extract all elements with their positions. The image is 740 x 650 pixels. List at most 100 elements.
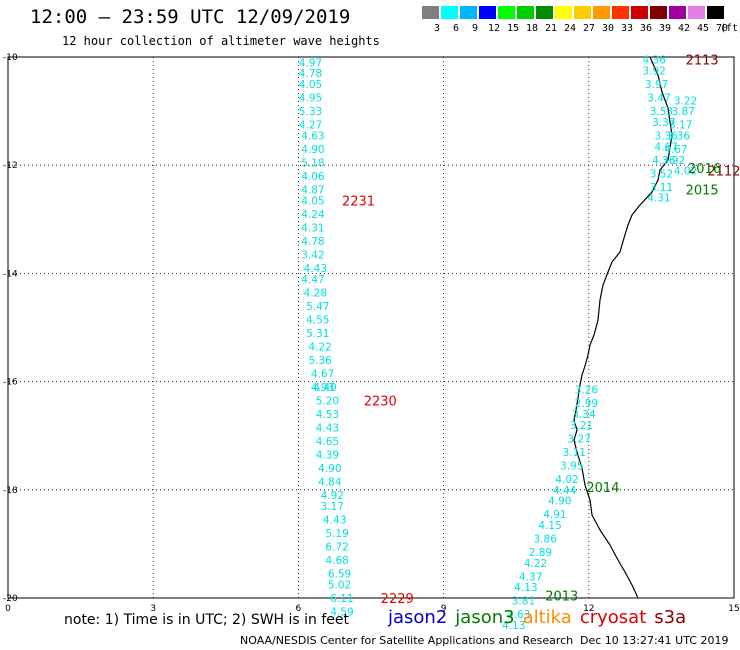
wave-height-value: 3.36 — [655, 130, 679, 142]
wave-height-value: 3.63 — [507, 609, 530, 621]
wave-height-value: 4.90 — [548, 496, 571, 508]
wave-height-value: 2.89 — [529, 547, 552, 559]
wave-height-value: 4.84 — [318, 477, 342, 489]
wave-height-value: 6.59 — [328, 569, 351, 581]
mission-jason2: jason2 — [388, 607, 448, 628]
wave-height-value: 4.67 — [311, 368, 334, 380]
colorbar-swatch — [631, 6, 648, 19]
track-time-label: 2112 — [707, 165, 740, 180]
coastline — [573, 56, 673, 599]
track-time-label: 2016 — [688, 162, 721, 177]
colorbar-swatch — [479, 6, 496, 19]
wave-height-value: 6.72 — [325, 542, 348, 554]
track-time-label: 2014 — [586, 481, 619, 496]
footer-note: note: 1) Time is in UTC; 2) SWH is in fe… — [64, 612, 350, 628]
wave-height-value: 6.11 — [330, 593, 353, 605]
wave-height-value: 4.91 — [543, 509, 566, 521]
wave-height-value: 4.22 — [308, 341, 331, 353]
wave-height-value: 3.87 — [671, 106, 694, 118]
generated-timestamp: Dec 10 13:27:41 UTC 2019 — [580, 634, 729, 647]
colorbar-label: 21 — [544, 23, 558, 34]
colorbar-swatch — [460, 6, 477, 19]
wave-height-value: 4.05 — [299, 79, 322, 91]
colorbar-swatch — [688, 6, 705, 19]
credit-line: NOAA/NESDIS Center for Satellite Applica… — [240, 634, 574, 647]
wave-height-value: 4.37 — [519, 571, 542, 583]
wave-height-value: 3.11 — [563, 447, 586, 459]
wave-height-value: 3.81 — [512, 596, 535, 608]
wave-height-value: 5.20 — [316, 396, 339, 408]
wave-height-value: 4.67 — [655, 141, 678, 153]
y-tick-label: -18 — [3, 486, 18, 496]
chart-title: 12:00 – 23:59 UTC 12/09/2019 — [30, 6, 351, 28]
colorbar-label: 39 — [658, 23, 672, 34]
wave-height-value: 5.31 — [306, 328, 329, 340]
colorbar-label: 27 — [582, 23, 596, 34]
track-time-label: 2015 — [686, 184, 719, 199]
wave-height-value: 3.92 — [662, 155, 685, 167]
track-time-label: 2229 — [381, 592, 414, 607]
wave-height-value: 4.68 — [325, 555, 348, 567]
wave-height-value: 4.59 — [330, 607, 353, 619]
wave-height-value: 5.33 — [299, 106, 322, 118]
wave-height-value: 4.13 — [502, 620, 525, 632]
track-time-label: 2230 — [364, 395, 397, 410]
colorbar-label: 18 — [525, 23, 539, 34]
x-tick-label: 3 — [150, 604, 156, 614]
wave-height-value: 4.67 — [664, 144, 687, 156]
track-layer: 4.974.784.054.955.334.274.634.905.184.06… — [299, 54, 740, 632]
x-tick-label: 9 — [441, 604, 447, 614]
colorbar-label: 70 — [715, 23, 729, 34]
colorbar-label: 9 — [471, 23, 479, 34]
y-tick-label: -12 — [3, 161, 18, 171]
colorbar-label: 36 — [639, 23, 653, 34]
wave-height-value: 3.22 — [674, 95, 697, 107]
wave-height-value: 4.28 — [304, 287, 327, 299]
wave-height-value: 4.43 — [323, 515, 346, 527]
wave-height-value: 4.95 — [299, 93, 322, 105]
wave-height-value: 3.47 — [647, 93, 670, 105]
wave-height-value: 4.65 — [316, 436, 339, 448]
wave-height-value: 4.87 — [301, 185, 324, 197]
colorbar-label: 42 — [677, 23, 691, 34]
wave-height-value: 4.78 — [299, 68, 322, 80]
wave-height-value: 4.44 — [553, 485, 577, 497]
colorbar-swatch — [517, 6, 534, 19]
colorbar-swatch — [669, 6, 686, 19]
x-tick-label: 6 — [296, 604, 302, 614]
y-tick-label: -14 — [3, 269, 18, 279]
wave-height-value: 3.21 — [570, 420, 593, 432]
axis-ticks: 0 3 6 9 12 15 -10 -12 -14 -16 -18 -20 — [3, 53, 740, 614]
colorbar-label: 15 — [506, 23, 520, 34]
map-grid — [8, 57, 734, 598]
wave-height-value: 3.11 — [650, 182, 673, 194]
colorbar-swatch — [612, 6, 629, 19]
wave-height-value: 3.92 — [642, 66, 665, 78]
wave-height-value: 3.26 — [575, 385, 599, 397]
mission-altika: altika — [522, 607, 572, 628]
wave-height-value: 4.31 — [301, 222, 324, 234]
colorbar-swatch — [593, 6, 610, 19]
colorbar-unit: (ft) — [720, 23, 740, 34]
wave-height-value: 3.17 — [321, 501, 344, 513]
x-tick-label: 15 — [728, 604, 739, 614]
wave-height-value: 4.02 — [555, 474, 578, 486]
mission-cryosat: cryosat — [579, 607, 647, 628]
wave-height-value: 3.97 — [645, 79, 668, 91]
wave-height-value: 5.36 — [308, 355, 332, 367]
wave-height-value: 4.05 — [301, 195, 324, 207]
wave-height-value: 3.53 — [650, 106, 673, 118]
colorbar-swatch — [574, 6, 591, 19]
mission-s3a: s3a — [654, 607, 687, 628]
wave-height-value: 4.90 — [318, 463, 341, 475]
wave-height-value: 4.22 — [524, 558, 547, 570]
colorbar-label: 30 — [601, 23, 615, 34]
wave-height-value: 3.34 — [572, 409, 596, 421]
colorbar-swatch — [422, 6, 439, 19]
colorbar-label: 45 — [696, 23, 710, 34]
colorbar-swatch — [441, 6, 458, 19]
colorbar-swatch — [498, 6, 515, 19]
wave-height-value: 3.36 — [667, 130, 691, 142]
colorbar-label: 24 — [563, 23, 577, 34]
wave-height-value: 3.27 — [567, 433, 590, 445]
